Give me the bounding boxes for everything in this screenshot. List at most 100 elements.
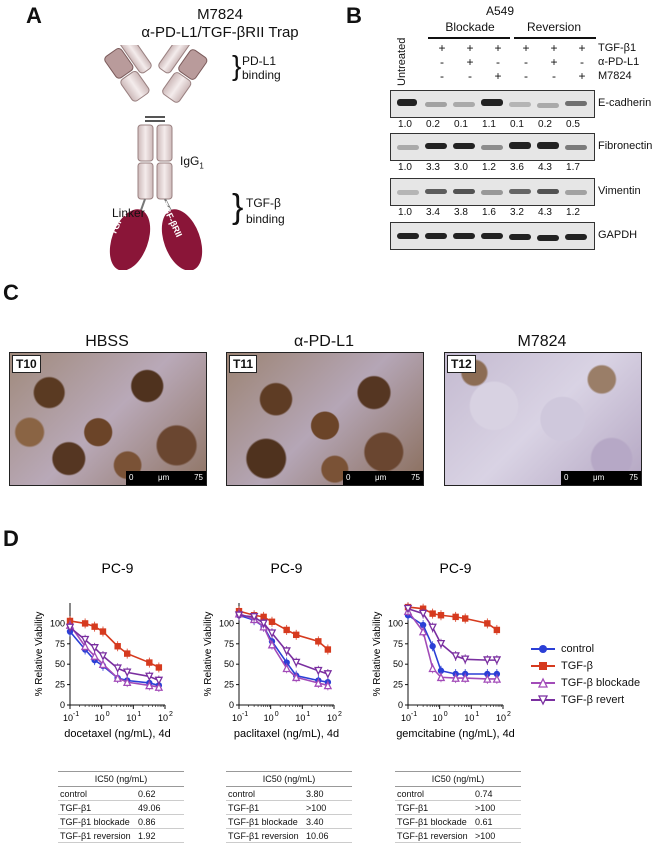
x-tick-exponent: -1 xyxy=(242,711,248,718)
row-label-m7824: M7824 xyxy=(598,70,632,82)
data-point xyxy=(314,666,323,676)
data-point xyxy=(403,604,413,614)
table-row: TGF-β1 reversion 1.92 xyxy=(58,829,184,843)
table-row: TGF-β1 49.06 xyxy=(58,801,184,815)
blot-quant-value: 1.6 xyxy=(482,207,496,218)
ic50-header: IC50 (ng/mL) xyxy=(395,771,521,787)
x-tick-exponent: 2 xyxy=(169,711,173,718)
legend-item: TGF-β blockade xyxy=(530,677,640,689)
data-point xyxy=(451,673,460,682)
series-line xyxy=(407,614,497,675)
right-tgfbrii-trap xyxy=(161,209,203,270)
x-tick-exponent: 0 xyxy=(106,711,110,718)
y-tick-label: 50 xyxy=(393,659,403,669)
series-line xyxy=(69,626,160,682)
panel-c-letter: C xyxy=(3,280,19,305)
data-point xyxy=(493,626,501,634)
blot-quant-value: 3.8 xyxy=(454,207,468,218)
ihc-image-hbss: T10 0 μm 75 xyxy=(9,352,207,486)
table-row: TGF-β1 reversion >100 xyxy=(395,829,521,843)
x-tick-label: 10 xyxy=(264,713,274,723)
row-label-tgfb1: TGF-β1 xyxy=(598,42,637,54)
treatment-sign: + xyxy=(522,41,530,55)
ihc-image-apdl1: T11 0 μm 75 xyxy=(226,352,424,486)
data-point xyxy=(146,659,153,666)
right-fab-arm xyxy=(162,49,208,103)
data-point xyxy=(80,641,90,651)
igg-label: IgG1 xyxy=(180,154,204,171)
x-tick-label: 10 xyxy=(95,713,105,723)
data-point xyxy=(428,623,437,633)
y-tick-label: 75 xyxy=(224,639,234,649)
blot-quant-value: 0.2 xyxy=(538,119,552,130)
data-point xyxy=(282,663,291,673)
blot-quant-value: 1.0 xyxy=(398,162,412,173)
y-axis-label: % Relative Viability xyxy=(372,612,383,697)
x-tick-label: 10 xyxy=(232,713,242,723)
blot-quant-value: 0.2 xyxy=(426,119,440,130)
data-point xyxy=(154,676,164,686)
x-tick-label: 10 xyxy=(295,713,305,723)
x-tick-exponent: 0 xyxy=(275,711,279,718)
x-axis-label: gemcitabine (ng/mL), 4d xyxy=(396,728,515,740)
y-axis-label: % Relative Viability xyxy=(34,612,45,697)
data-point xyxy=(323,670,333,679)
x-tick-label: 10 xyxy=(496,713,506,723)
left-tgfbrii-trap xyxy=(109,209,151,270)
ihc-tag-t10: T10 xyxy=(12,355,41,373)
cell-line-label: A549 xyxy=(485,4,515,18)
treatment-sign: + xyxy=(578,41,586,55)
data-point xyxy=(314,678,323,687)
data-point xyxy=(267,629,277,638)
data-point xyxy=(492,656,502,665)
data-point xyxy=(323,680,333,690)
table-row: TGF-β1 reversion 10.06 xyxy=(226,829,352,843)
data-point xyxy=(234,611,244,620)
row-label-apdl1: α-PD-L1 xyxy=(598,56,640,68)
panel-a-letter: A xyxy=(26,3,42,28)
panel-b-letter: B xyxy=(346,3,362,28)
data-point xyxy=(267,639,277,649)
legend-marker xyxy=(531,695,555,706)
data-point xyxy=(145,672,154,682)
group-reversion: Reversion xyxy=(526,20,582,34)
data-point xyxy=(418,626,428,636)
treatment-sign: - xyxy=(524,69,528,83)
ihc-title-apdl1: α-PD-L1 xyxy=(294,333,354,350)
blot-quant-value: 1.1 xyxy=(482,119,496,130)
data-point xyxy=(418,609,428,619)
blot-ecadherin xyxy=(390,90,595,118)
y-tick-label: 50 xyxy=(55,659,65,669)
data-point xyxy=(429,643,436,650)
series-line xyxy=(238,612,329,687)
blot-quant-value: 4.3 xyxy=(538,162,552,173)
legend-label: TGF-β xyxy=(561,660,593,672)
x-tick-exponent: 0 xyxy=(444,711,448,718)
data-point xyxy=(80,635,90,645)
legend-marker xyxy=(531,662,555,670)
treatment-sign: - xyxy=(552,69,556,83)
data-point xyxy=(260,613,267,621)
x-tick-label: 10 xyxy=(401,713,411,723)
data-point xyxy=(483,674,492,683)
ihc-tag-t12: T12 xyxy=(447,355,476,373)
data-point xyxy=(145,680,154,690)
tgfb-brace: } xyxy=(232,188,244,226)
data-point xyxy=(452,613,459,621)
y-tick-label: 100 xyxy=(219,618,234,628)
blot-quant-value: 0.5 xyxy=(566,119,580,130)
scale-bar: 0 μm 75 xyxy=(126,471,206,485)
chart-title: PC-9 xyxy=(440,560,472,576)
data-point xyxy=(98,659,108,669)
blot-quant-value: 0.1 xyxy=(510,119,524,130)
legend-item: control xyxy=(530,643,594,655)
data-point xyxy=(259,619,268,629)
legend-marker xyxy=(531,677,555,688)
legend-label: TGF-β revert xyxy=(561,694,625,706)
ihc-title-hbss: HBSS xyxy=(85,333,129,350)
ic50-header: IC50 (ng/mL) xyxy=(226,771,352,787)
table-row: TGF-β1 >100 xyxy=(395,801,521,815)
blot-vimentin xyxy=(390,178,595,206)
data-point xyxy=(460,655,470,664)
